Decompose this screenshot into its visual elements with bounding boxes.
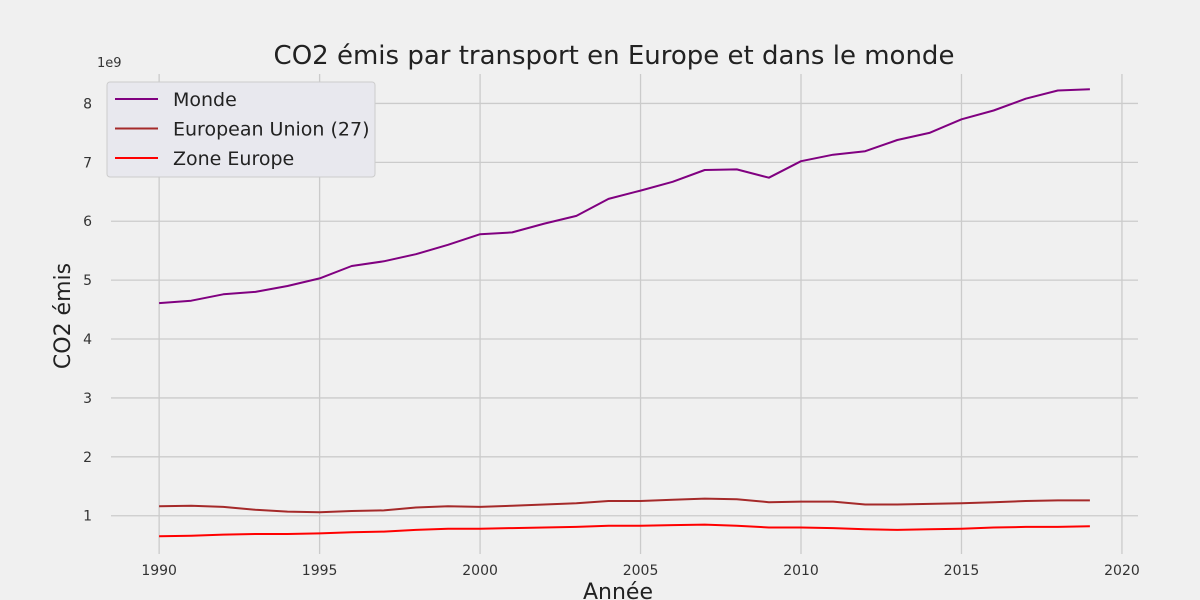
y-tick-label: 5 bbox=[83, 273, 92, 289]
y-tick-label: 6 bbox=[83, 214, 92, 230]
grid bbox=[111, 74, 1138, 554]
y-axis-label: CO2 émis bbox=[51, 263, 76, 369]
chart-title: CO2 émis par transport en Europe et dans… bbox=[274, 41, 955, 71]
x-tick-label: 1990 bbox=[141, 563, 177, 579]
series-lines bbox=[159, 88, 1090, 538]
x-tick-label: 2005 bbox=[623, 563, 659, 579]
x-axis-ticks: 1990 1995 2000 2005 2010 2015 2020 bbox=[141, 563, 1139, 579]
y-tick-label: 4 bbox=[83, 332, 92, 348]
y-offset-label: 1e9 bbox=[97, 56, 122, 71]
x-tick-label: 2000 bbox=[462, 563, 498, 579]
legend-label-1: European Union (27) bbox=[173, 119, 369, 141]
series-line-1 bbox=[159, 497, 1090, 514]
x-tick-label: 1995 bbox=[302, 563, 338, 579]
y-tick-label: 7 bbox=[83, 155, 92, 171]
y-tick-label: 3 bbox=[83, 391, 92, 407]
y-tick-label: 8 bbox=[83, 96, 92, 112]
y-axis-ticks: 1 2 3 4 5 6 7 8 bbox=[83, 96, 92, 524]
legend-label-0: Monde bbox=[173, 89, 237, 111]
x-axis-label: Année bbox=[583, 580, 653, 600]
series-line-2 bbox=[159, 523, 1090, 538]
y-tick-label: 1 bbox=[83, 509, 92, 525]
series-line-0 bbox=[159, 88, 1090, 305]
x-tick-label: 2015 bbox=[944, 563, 980, 579]
y-tick-label: 2 bbox=[83, 450, 92, 466]
legend-label-2: Zone Europe bbox=[173, 148, 294, 170]
legend: Monde European Union (27) Zone Europe bbox=[106, 81, 376, 178]
x-tick-label: 2010 bbox=[783, 563, 819, 579]
x-tick-label: 2020 bbox=[1104, 563, 1140, 579]
legend-box bbox=[106, 81, 376, 178]
